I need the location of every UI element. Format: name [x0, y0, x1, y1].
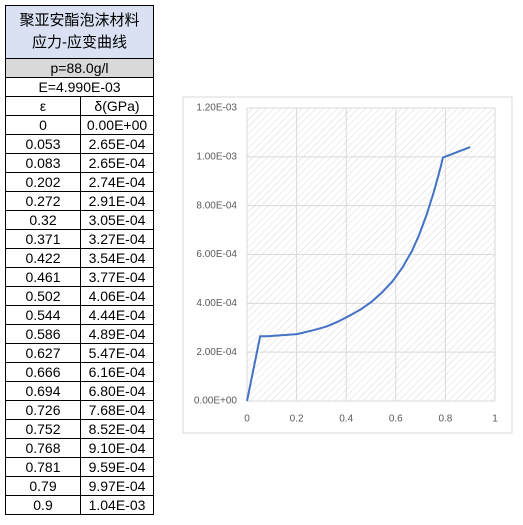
y-tick-label: 4.00E-04: [196, 298, 237, 309]
density: p=88.0g/l: [5, 58, 154, 78]
x-tick-label: 0.8: [438, 414, 452, 425]
x-tick-label: 1: [492, 414, 498, 425]
table-cell: 0.00E+00: [80, 115, 154, 135]
header-cell: δ(GPa): [80, 96, 154, 116]
table-cell: 0.666: [5, 362, 81, 382]
table-cell: 4.89E-04: [80, 324, 154, 344]
y-tick-label: 0.00E+00: [194, 396, 238, 407]
x-tick-label: 0.4: [339, 414, 353, 425]
table-cell: 4.44E-04: [80, 305, 154, 325]
table-cell: 2.65E-04: [80, 134, 154, 154]
table-cell: 2.74E-04: [80, 172, 154, 192]
table-cell: 6.16E-04: [80, 362, 154, 382]
table-cell: 4.06E-04: [80, 286, 154, 306]
title-line: 应力-应变曲线: [32, 34, 127, 51]
y-tick-label: 8.00E-04: [196, 200, 237, 211]
table-cell: 0.32: [5, 210, 81, 230]
data-line: [246, 146, 471, 402]
table-cell: 3.05E-04: [80, 210, 154, 230]
table-cell: 0.371: [5, 229, 81, 249]
data-table: 聚亚安酯泡沫材料 应力-应变曲线 p=88.0g/l E=4.990E-03 ε…: [5, 5, 154, 515]
table-cell: 0.272: [5, 191, 81, 211]
table-title: 聚亚安酯泡沫材料 应力-应变曲线: [5, 5, 154, 59]
table-cell: 0.053: [5, 134, 81, 154]
y-tick-label: 2.00E-04: [196, 347, 237, 358]
table-cell: 0.752: [5, 419, 81, 439]
table-cell: 0.461: [5, 267, 81, 287]
x-tick-label: 0.2: [290, 414, 304, 425]
table-cell: 9.59E-04: [80, 457, 154, 477]
y-tick-label: 6.00E-04: [196, 249, 237, 260]
x-tick-label: 0: [244, 414, 250, 425]
y-tick-label: 1.00E-03: [196, 151, 237, 162]
x-tick-label: 0.6: [389, 414, 403, 425]
title-line: 聚亚安酯泡沫材料: [19, 12, 140, 29]
table-cell: 2.65E-04: [80, 153, 154, 173]
table-cell: 1.04E-03: [80, 495, 154, 515]
table-cell: 0.202: [5, 172, 81, 192]
y-tick-label: 1.20E-03: [196, 103, 237, 114]
table-cell: 0.422: [5, 248, 81, 268]
modulus: E=4.990E-03: [5, 77, 154, 97]
